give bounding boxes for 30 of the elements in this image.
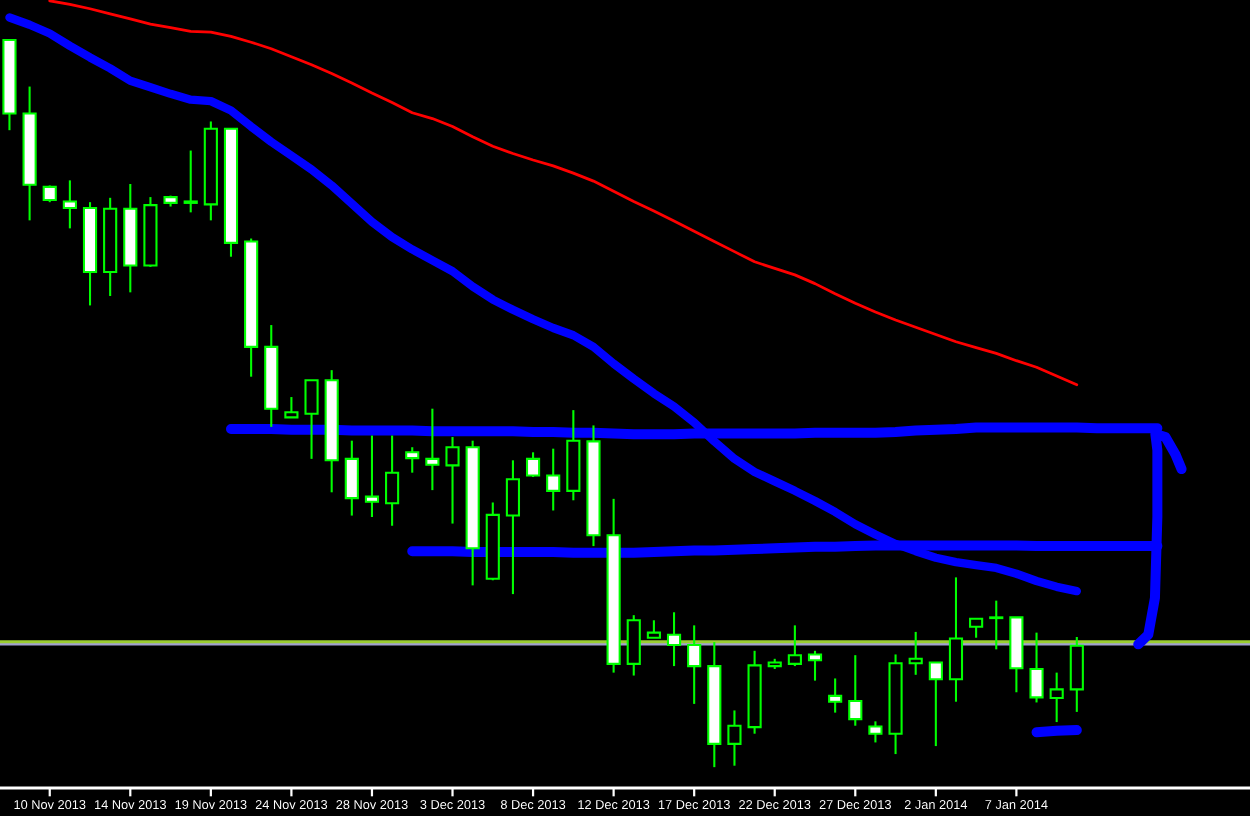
candlestick: [626, 614, 641, 677]
candlestick: [807, 649, 823, 682]
candlestick: [425, 407, 440, 492]
candlestick: [1049, 671, 1064, 724]
candlestick: [787, 624, 802, 668]
candlestick: [666, 611, 682, 668]
candlestick: [687, 624, 702, 705]
candlestick: [848, 654, 863, 727]
candlestick: [445, 436, 460, 525]
candlestick: [908, 630, 923, 676]
candlestick: [1069, 635, 1084, 713]
candlestick: [1029, 631, 1044, 704]
candlestick: [405, 446, 420, 474]
candlestick: [525, 451, 541, 479]
candlestick: [183, 149, 198, 214]
candlestick: [928, 661, 943, 748]
candlestick: [385, 434, 400, 527]
candlestick: [62, 179, 77, 230]
candlestick: [828, 677, 843, 714]
candlestick: [284, 396, 299, 419]
candlestick: [304, 379, 319, 460]
candlestick: [344, 439, 359, 517]
candlestick: [364, 434, 380, 519]
candlestick: [948, 576, 964, 703]
candlestick: [727, 709, 742, 767]
candlestick: [546, 447, 561, 512]
candlestick: [868, 720, 883, 744]
candlestick: [969, 617, 984, 639]
candlestick: [989, 599, 1004, 651]
candlestick: [505, 459, 521, 596]
